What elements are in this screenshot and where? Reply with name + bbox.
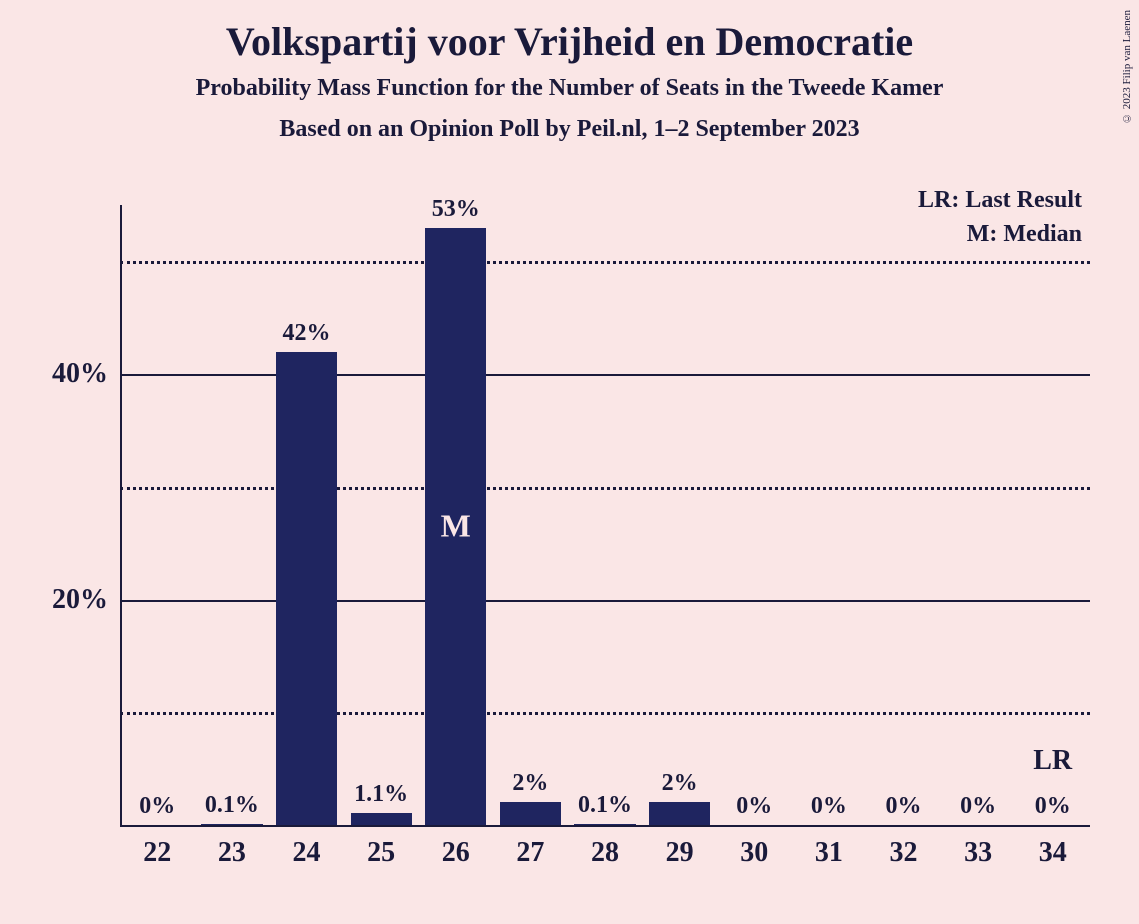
bar-value-label: 2% [512,770,548,797]
x-tick-label: 26 [442,837,470,869]
x-tick-label: 32 [889,837,917,869]
x-tick-label: 29 [666,837,694,869]
median-marker: M [441,508,471,545]
bar-value-label: 53% [432,196,480,223]
x-tick-label: 22 [143,837,171,869]
bar [574,824,635,825]
bar-value-label: 0% [736,793,772,820]
bar-value-label: 42% [283,320,331,347]
bar [351,813,412,825]
bar-value-label: 0.1% [205,792,259,819]
copyright-text: © 2023 Filip van Laenen [1121,10,1133,124]
last-result-marker: LR [1033,745,1072,777]
bar-value-label: 0% [1035,793,1071,820]
plot: 20%40%0%220.1%2342%241.1%2553%262%270.1%… [120,205,1090,825]
x-tick-label: 33 [964,837,992,869]
bar [500,802,561,825]
x-tick-label: 23 [218,837,246,869]
bar [649,802,710,825]
x-tick-label: 31 [815,837,843,869]
x-tick-label: 28 [591,837,619,869]
gridline [120,374,1090,376]
x-tick-label: 27 [516,837,544,869]
bar-value-label: 0% [885,793,921,820]
chart-title: Volkspartij voor Vrijheid en Democratie [0,0,1139,65]
gridline [120,600,1090,602]
chart-subtitle-2: Based on an Opinion Poll by Peil.nl, 1–2… [0,116,1139,143]
gridline-minor [120,487,1090,490]
y-tick-label: 40% [52,358,108,390]
chart-container: Volkspartij voor Vrijheid en Democratie … [0,0,1139,924]
bar [201,824,262,825]
bar-value-label: 0% [960,793,996,820]
bar-value-label: 2% [662,770,698,797]
plot-area: LR: Last Result M: Median 20%40%0%220.1%… [120,205,1090,825]
x-tick-label: 30 [740,837,768,869]
bar-value-label: 0% [811,793,847,820]
chart-subtitle-1: Probability Mass Function for the Number… [0,75,1139,102]
x-tick-label: 24 [293,837,321,869]
gridline-minor [120,712,1090,715]
bar-value-label: 0.1% [578,792,632,819]
bar [276,352,337,825]
x-tick-label: 34 [1039,837,1067,869]
x-tick-label: 25 [367,837,395,869]
bar-value-label: 1.1% [354,781,408,808]
gridline-minor [120,261,1090,264]
y-tick-label: 20% [52,584,108,616]
bar-value-label: 0% [139,793,175,820]
